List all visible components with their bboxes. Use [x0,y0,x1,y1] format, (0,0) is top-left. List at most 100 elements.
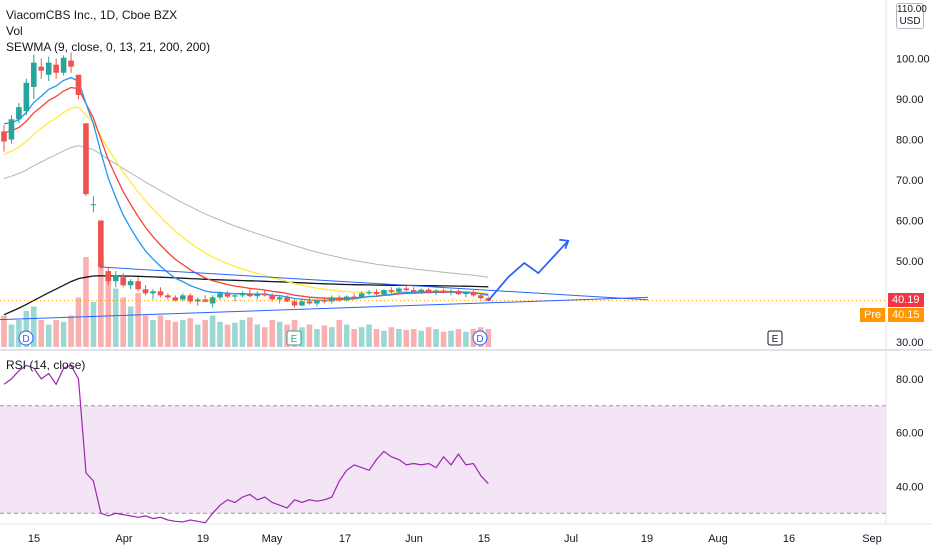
price-tick-label: 30.00 [896,337,924,349]
last-price-tag: 40.19 [888,292,924,307]
candle-body [269,295,275,300]
candle-body [165,295,171,298]
rsi-line [3,364,489,524]
candle-body [120,277,126,286]
volume-bar [440,331,447,347]
volume-bar [98,257,104,347]
candle-body [187,295,194,302]
time-tick-label: 19 [641,533,653,545]
volume-bar [336,320,343,347]
marker-label: D [476,334,483,345]
candle-body [381,290,387,295]
volume-bar [425,327,432,347]
candle-body [373,292,380,295]
volume-bar [172,321,179,347]
candle-body [463,292,469,295]
premarket-label: Pre [860,307,886,322]
volume-bar [31,306,37,347]
volume-bar [105,275,112,347]
volume-bar [358,327,365,347]
volume-bar [23,311,30,347]
time-tick-label: May [262,533,283,545]
candle-body [299,301,305,306]
ticker-legend[interactable]: ViacomCBS Inc., 1D, Cboe BZX [6,8,178,22]
price-axis-header[interactable]: 110.00 USD [896,3,927,29]
candle-body [306,301,313,304]
trend-line-upper [100,266,649,301]
marker-shape [472,330,488,346]
candle-body [224,293,231,297]
price-tick-label: 70.00 [896,175,924,187]
marker-shape [286,330,302,346]
marker-label: E [772,334,779,345]
volume-bar [16,320,22,347]
candle-body [351,296,357,298]
time-tick-label: Sep [862,533,882,545]
candle-body [112,275,119,282]
price-tick-label: 100.00 [896,54,930,66]
marker-label: E [291,334,298,345]
volume-bar [418,330,424,347]
candle-body [448,290,454,293]
volume-bar [396,329,402,347]
volume-bar [224,324,231,347]
candle-body [127,281,134,286]
candle-body [261,293,268,296]
candle-body [425,289,432,293]
volume-bar [120,297,126,347]
volume-legend[interactable]: Vol [6,24,23,38]
candle-body [68,60,74,67]
time-tick-label: 16 [783,533,795,545]
candle-body [314,300,320,304]
volume-bar [254,324,261,347]
volume-bar [329,327,335,347]
candle-body [478,295,484,299]
volume-bar [410,329,417,347]
marker-label: D [22,334,29,345]
volume-bar [485,329,492,347]
candle-body [329,297,335,302]
time-tick-label: Jun [405,533,423,545]
candle-body [239,293,246,296]
time-tick-label: Jul [564,533,578,545]
candle-body [366,292,372,294]
candle-body [403,288,410,291]
candle-body [470,292,477,296]
candle-body [388,290,395,292]
volume-bar [217,321,223,347]
volume-bar [1,315,7,347]
volume-bar [75,297,82,347]
volume-bar [135,293,141,347]
earnings-marker-icon: E [767,330,783,346]
volume-bar [165,320,171,347]
rsi-legend[interactable]: RSI (14, close) [6,358,86,372]
volume-bar [38,320,45,347]
candle-body [410,290,417,293]
volume-bar [202,320,208,347]
volume-bar [351,329,357,347]
price-tick-label: 80.00 [896,135,924,147]
time-tick-label: 15 [478,533,490,545]
marker-shape [767,330,783,346]
candle-body [396,288,402,292]
volume-bar [403,329,410,347]
earnings-marker-icon: E [286,330,302,346]
volume-bar [269,320,275,347]
rsi-band [0,405,886,514]
candle-body [1,131,7,142]
candle-body [232,295,238,297]
volume-bar [366,324,372,347]
volume-bar [276,321,283,347]
candle-body [433,290,439,293]
candle-body [455,290,462,295]
candle-body [38,66,45,71]
rsi-tick-label: 60.00 [896,428,924,440]
indicator-legend[interactable]: SEWMA (9, close, 0, 13, 21, 200, 200) [6,40,211,54]
candle-body [194,299,201,302]
rsi-tick-label: 40.00 [896,481,924,493]
price-tick-label: 90.00 [896,94,924,106]
candle-body [75,74,82,95]
time-tick-label: 17 [339,533,351,545]
